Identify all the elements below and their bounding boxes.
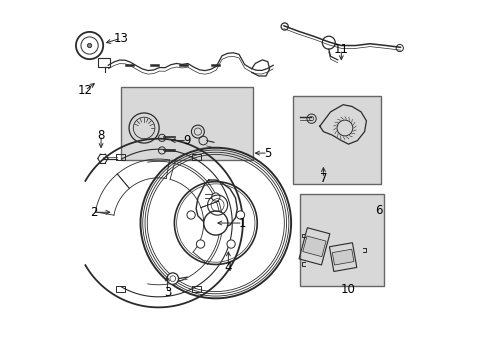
Bar [121,87,253,160]
Text: 3: 3 [163,287,171,300]
Bar [302,236,325,257]
Circle shape [87,43,92,48]
Text: 13: 13 [113,32,128,45]
Text: 9: 9 [183,134,190,147]
Bar [116,286,124,292]
Bar [192,286,200,292]
Circle shape [186,211,195,219]
Text: 5: 5 [264,147,271,159]
Bar [329,243,356,271]
Circle shape [167,273,178,284]
Bar [300,194,384,286]
Bar [192,154,200,160]
Text: 8: 8 [97,129,104,142]
Bar [332,249,353,265]
Text: 4: 4 [224,261,232,274]
Text: 1: 1 [239,216,246,230]
Bar [116,154,124,160]
Circle shape [236,211,244,219]
Bar [292,96,380,184]
Bar [298,228,329,265]
Circle shape [203,211,227,235]
Text: 12: 12 [77,84,92,97]
Text: 6: 6 [374,204,382,217]
Text: 10: 10 [340,283,355,296]
Bar [98,58,109,67]
Text: 7: 7 [319,172,326,185]
Circle shape [196,240,204,248]
Text: 11: 11 [333,42,348,55]
Text: 2: 2 [90,206,98,219]
Circle shape [226,240,235,248]
Circle shape [211,193,220,201]
